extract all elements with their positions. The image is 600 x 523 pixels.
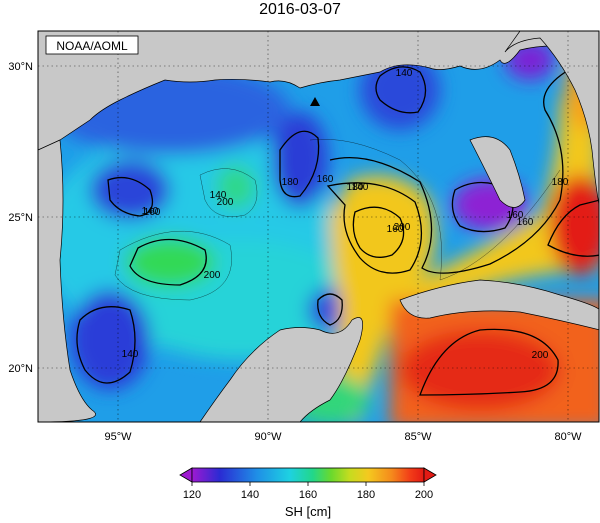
graticule bbox=[38, 31, 599, 422]
contour-label: 160 bbox=[507, 210, 524, 221]
station-marker-icon bbox=[310, 97, 320, 106]
colorbar-low-arrow bbox=[179, 467, 193, 483]
colorbar-tick-label: 120 bbox=[183, 489, 201, 501]
contour-label: 180 bbox=[347, 182, 364, 193]
colorbar-tick-label: 180 bbox=[357, 489, 375, 501]
contour-label: 140 bbox=[142, 206, 159, 217]
contour-label: 200 bbox=[204, 270, 221, 281]
thin-contours bbox=[114, 138, 561, 301]
colorbar-label: SH [cm] bbox=[285, 504, 331, 519]
colorbar-high-arrow bbox=[423, 467, 437, 483]
lon-tick-label: 80°W bbox=[554, 431, 582, 443]
colorbar-tick-label: 200 bbox=[415, 489, 433, 501]
credit-text: NOAA/AOML bbox=[56, 39, 128, 53]
colorbar: 120 140 160 180 200 SH [cm] bbox=[179, 467, 437, 519]
contour-label: 180 bbox=[552, 177, 569, 188]
axis-labels: 30°N 25°N 20°N 95°W 90°W 85°W 80°W bbox=[8, 61, 582, 443]
contour-label: 160 bbox=[387, 224, 404, 235]
landmass bbox=[38, 31, 599, 422]
colorbar-tick-label: 140 bbox=[241, 489, 259, 501]
credit-box: NOAA/AOML bbox=[45, 35, 139, 55]
contour-label: 200 bbox=[217, 197, 234, 208]
colorbar-gradient bbox=[191, 467, 425, 483]
map-title: 2016-03-07 bbox=[259, 1, 341, 18]
lat-tick-label: 30°N bbox=[8, 61, 33, 73]
contour-label: 200 bbox=[394, 222, 411, 233]
contour-label: 160 bbox=[517, 217, 534, 228]
lon-tick-label: 90°W bbox=[254, 431, 282, 443]
lon-tick-label: 85°W bbox=[404, 431, 432, 443]
contour-label: 180 bbox=[282, 177, 299, 188]
lat-tick-label: 20°N bbox=[8, 363, 33, 375]
contour-label: 140 bbox=[396, 68, 413, 79]
colorbar-tick-label: 160 bbox=[299, 489, 317, 501]
contour-label: 140 bbox=[352, 182, 369, 193]
lon-tick-label: 95°W bbox=[104, 431, 132, 443]
contour-label: 160 bbox=[144, 207, 161, 218]
ssh-color-field bbox=[40, 40, 599, 422]
map-frame bbox=[37, 30, 600, 423]
map-field bbox=[38, 31, 599, 422]
contour-label: 140 bbox=[122, 349, 139, 360]
contour-label: 160 bbox=[317, 174, 334, 185]
lat-tick-label: 25°N bbox=[8, 212, 33, 224]
contour-label: 200 bbox=[532, 350, 549, 361]
contour-lines bbox=[76, 54, 599, 396]
contour-label: 140 bbox=[210, 190, 227, 201]
